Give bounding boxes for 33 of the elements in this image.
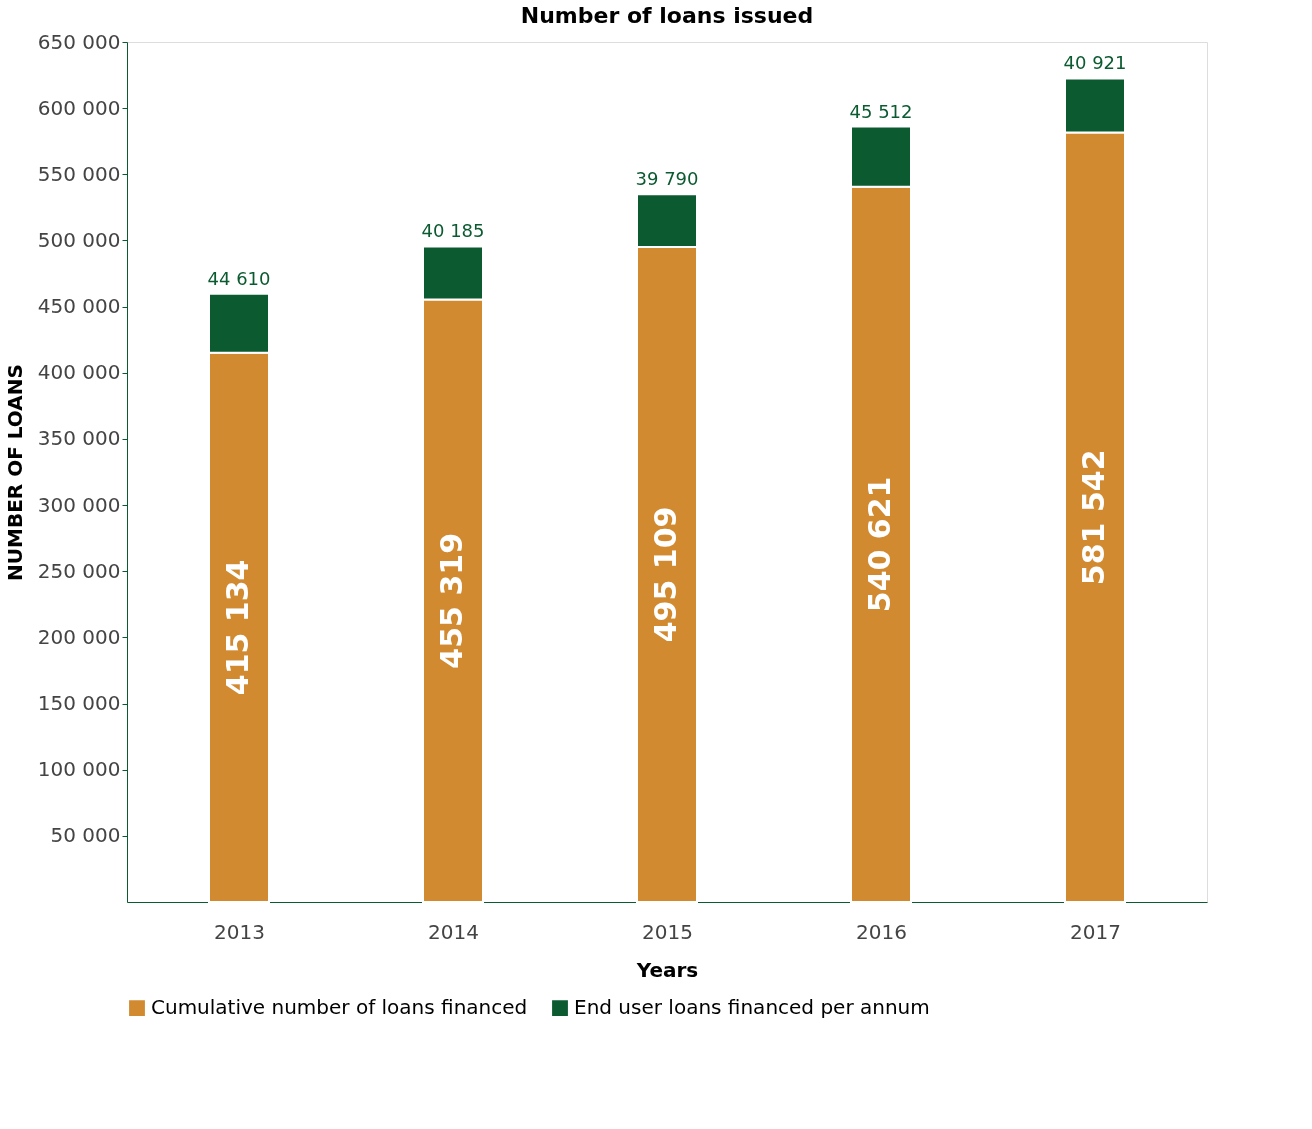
y-tick-label: 550 000 (37, 161, 121, 186)
legend-label: Cumulative number of loans financed (151, 995, 528, 1020)
data-label: 45 512 (849, 100, 913, 122)
data-label: 39 790 (635, 168, 699, 190)
x-tick-label: 2017 (1070, 919, 1121, 944)
data-label: 40 185 (421, 220, 485, 242)
data-label: 415 134 (220, 559, 255, 696)
y-tick-label: 450 000 (37, 294, 121, 319)
data-label: 495 109 (648, 506, 683, 643)
data-label: 40 921 (1063, 52, 1127, 74)
y-tick-label: 400 000 (37, 360, 121, 385)
y-tick-label: 250 000 (37, 558, 121, 583)
data-label: 581 542 (1076, 449, 1111, 586)
y-tick-label: 350 000 (37, 426, 121, 451)
y-axis-title: NUMBER OF LOANS (2, 364, 27, 581)
x-tick-label: 2015 (642, 919, 693, 944)
y-tick-label: 500 000 (37, 227, 121, 252)
data-label: 540 621 (862, 476, 897, 613)
x-tick-label: 2013 (214, 919, 265, 944)
y-tick-label: 100 000 (37, 757, 121, 782)
y-tick-label: 650 000 (37, 29, 121, 54)
legend-label: End user loans financed per annum (574, 995, 930, 1020)
chart-title: Number of loans issued (520, 3, 814, 28)
y-tick-label: 300 000 (37, 492, 121, 517)
x-tick-label: 2016 (856, 919, 907, 944)
data-label: 455 319 (434, 532, 469, 669)
y-tick-label: 50 000 (50, 823, 121, 848)
data-label: 44 610 (207, 267, 271, 289)
x-axis-title: Years (635, 957, 699, 982)
y-tick-label: 150 000 (37, 691, 121, 716)
y-tick-label: 600 000 (37, 95, 121, 120)
x-tick-label: 2014 (428, 919, 479, 944)
y-tick-label: 200 000 (37, 624, 121, 649)
